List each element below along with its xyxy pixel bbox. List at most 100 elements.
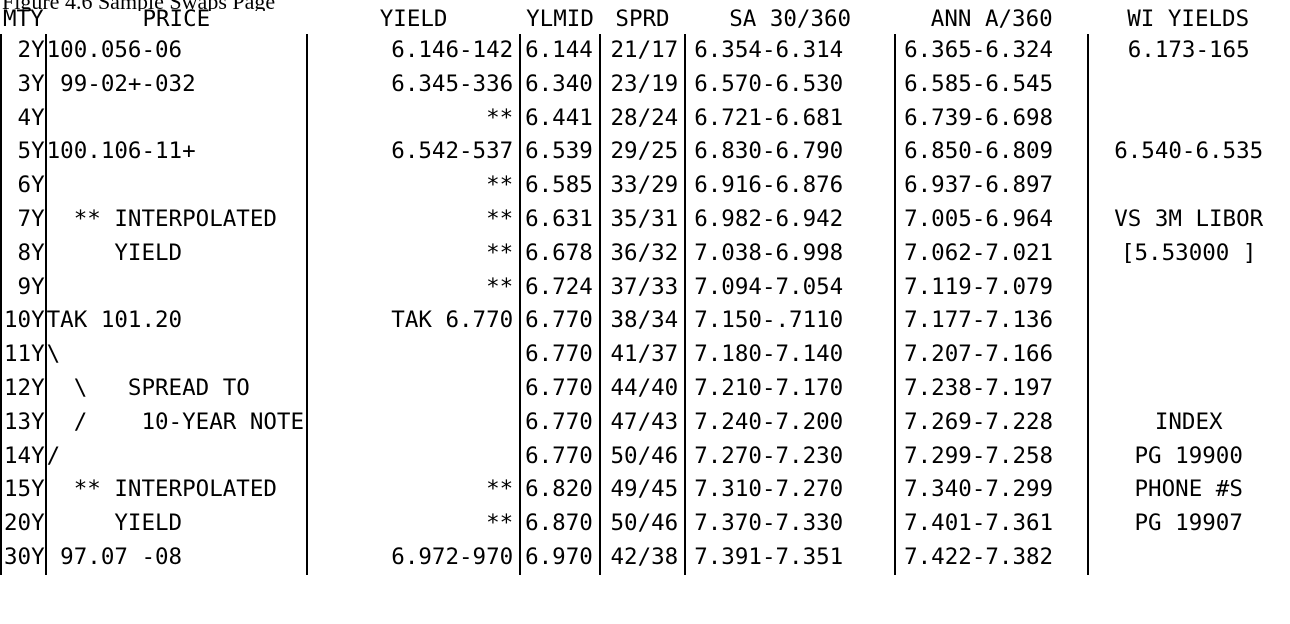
- table-row: 12Y \ SPREAD TO 6.770 44/40 7.210-7.170 7.23…: [0, 371, 1289, 406]
- cell-yield: **: [307, 270, 522, 305]
- table-row: 7Y ** INTERPOLATED ** 6.631 35/31 6.982-6.94…: [0, 202, 1289, 237]
- cell-mty: 30Y: [0, 540, 47, 575]
- cell-ylmid: 6.870: [520, 507, 601, 541]
- cell-price: 99-02+-032: [45, 67, 309, 102]
- cell-wi: [1088, 271, 1289, 305]
- cell-ann: 6.739-6.698: [895, 101, 1090, 136]
- cell-wi: PG 19907: [1134, 510, 1243, 537]
- cell-mty: 3Y: [0, 67, 47, 102]
- cell-sprd: 50/46: [599, 507, 687, 541]
- cell-yield: [307, 338, 522, 372]
- cell-ylmid: 6.585: [520, 169, 601, 203]
- cell-mty: 15Y: [0, 473, 47, 508]
- cell-sprd: 23/19: [599, 67, 687, 102]
- cell-ylmid: 6.770: [520, 304, 601, 339]
- cell-sprd: 35/31: [599, 202, 687, 237]
- header-ann: ANN A/360: [930, 6, 1053, 32]
- cell-wi: 6.540-6.535: [1114, 138, 1264, 165]
- cell-sa: 7.038-6.998: [685, 236, 897, 271]
- cell-sa: 6.570-6.530: [685, 67, 897, 102]
- cell-mty: 9Y: [0, 270, 47, 305]
- table-row: 13Y / 10-YEAR NOTE 6.770 47/43 7.240-7.200 7…: [0, 405, 1289, 440]
- header-ylmid: YLMID: [526, 6, 594, 32]
- cell-ylmid: 6.770: [520, 405, 601, 440]
- cell-sa: 6.916-6.876: [685, 169, 897, 203]
- table-row: 4Y ** 6.441 28/24 6.721-6.681 6.739-6.698: [0, 101, 1289, 136]
- table-row: 11Y \ 6.770 41/37 7.180-7.140 7.207-7.166: [0, 338, 1289, 372]
- cell-mty: 4Y: [0, 101, 47, 136]
- cell-wi: [5.53000 ]: [1120, 239, 1257, 266]
- figure-caption: Figure 4.6 Sample Swaps Page: [2, 0, 422, 11]
- cell-sa: 6.830-6.790: [685, 135, 897, 170]
- cell-ann: 7.005-6.964: [895, 202, 1090, 237]
- cell-sprd: 21/17: [599, 34, 687, 68]
- cell-sprd: 47/43: [599, 405, 687, 440]
- cell-yield: **: [307, 473, 522, 508]
- cell-ann: 7.422-7.382: [895, 540, 1090, 575]
- cell-ylmid: 6.631: [520, 202, 601, 237]
- cell-price: [45, 169, 309, 203]
- cell-ylmid: 6.441: [520, 101, 601, 136]
- table-row: 20Y YIELD ** 6.870 50/46 7.370-7.330 7.401-7.…: [0, 507, 1289, 541]
- cell-wi: PG 19900: [1134, 442, 1243, 469]
- cell-wi: [1088, 102, 1289, 136]
- cell-sprd: 29/25: [599, 135, 687, 170]
- cell-sa: 7.391-7.351: [685, 540, 897, 575]
- table-row: 15Y ** INTERPOLATED ** 6.820 49/45 7.310-7.2…: [0, 473, 1289, 508]
- cell-price: YIELD: [45, 507, 309, 541]
- cell-wi: PHONE #S: [1134, 476, 1243, 503]
- cell-ann: 6.937-6.897: [895, 169, 1090, 203]
- cell-ann: 7.401-7.361: [895, 507, 1090, 541]
- cell-sprd: 37/33: [599, 270, 687, 305]
- cell-yield: **: [307, 236, 522, 271]
- cell-sa: 6.354-6.314: [685, 34, 897, 68]
- cell-sa: 7.150-.7110: [685, 304, 897, 339]
- cell-sa: 7.370-7.330: [685, 507, 897, 541]
- cell-price: 100.106-11+: [45, 135, 309, 170]
- header-price: PRICE: [142, 6, 211, 32]
- table-row: 5Y 100.106-11+ 6.542-537 6.539 29/25 6.830-6.…: [0, 135, 1289, 170]
- cell-price: / 10-YEAR NOTE: [45, 405, 309, 440]
- cell-wi: [1088, 304, 1289, 338]
- cell-sa: 6.982-6.942: [685, 202, 897, 237]
- header-mty: MTY: [3, 6, 44, 32]
- cell-wi: [1088, 372, 1289, 406]
- cell-price: \ SPREAD TO: [45, 371, 309, 406]
- cell-yield: [307, 405, 522, 440]
- cell-sprd: 42/38: [599, 540, 687, 575]
- header-sa: SA 30/360: [729, 6, 852, 32]
- cell-sa: 7.210-7.170: [685, 371, 897, 406]
- cell-mty: 8Y: [0, 236, 47, 271]
- cell-ann: 6.850-6.809: [895, 135, 1090, 170]
- cell-sprd: 44/40: [599, 371, 687, 406]
- cell-price: \: [45, 338, 309, 372]
- cell-ylmid: 6.340: [520, 67, 601, 102]
- cell-ann: 7.207-7.166: [895, 338, 1090, 372]
- cell-mty: 14Y: [0, 439, 47, 474]
- cell-sprd: 50/46: [599, 439, 687, 474]
- cell-price: 100.056-06: [45, 34, 309, 68]
- table-row: 10Y TAK 101.20 TAK 6.770 6.770 38/34 7.150-.7…: [0, 304, 1289, 339]
- cell-ylmid: 6.770: [520, 439, 601, 474]
- table-row: 2Y 100.056-06 6.146-142 6.144 21/17 6.354-6.3…: [0, 34, 1289, 68]
- cell-mty: 2Y: [0, 34, 47, 68]
- cell-yield: 6.542-537: [307, 135, 522, 170]
- cell-yield: **: [307, 101, 522, 136]
- cell-sa: 7.240-7.200: [685, 405, 897, 440]
- cell-wi: [1088, 68, 1289, 102]
- cell-ylmid: 6.770: [520, 371, 601, 406]
- cell-ylmid: 6.970: [520, 540, 601, 575]
- header-wi: WI YIELDS: [1127, 6, 1250, 32]
- cell-yield: [307, 439, 522, 474]
- cell-wi: VS 3M LIBOR: [1114, 205, 1264, 232]
- table-row: 14Y/ 6.770 50/46 7.270-7.230 7.299-7.258 PG 1…: [0, 439, 1289, 474]
- cell-yield: **: [307, 202, 522, 237]
- table-row: 6Y ** 6.585 33/29 6.916-6.876 6.937-6.897: [0, 169, 1289, 203]
- cell-sprd: 36/32: [599, 236, 687, 271]
- cell-mty: 10Y: [0, 304, 47, 339]
- cell-yield: 6.146-142: [307, 34, 522, 68]
- swaps-quote-table: MTY PRICE YIELD YLMID SPRD SA 30/360 ANN…: [0, 4, 1290, 575]
- cell-ann: 7.299-7.258: [895, 439, 1090, 474]
- cell-sa: 7.310-7.270: [685, 473, 897, 508]
- cell-price: 97.07 -08: [45, 540, 309, 575]
